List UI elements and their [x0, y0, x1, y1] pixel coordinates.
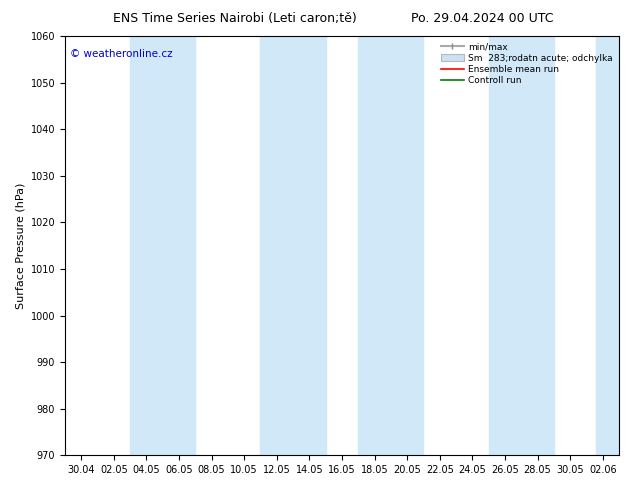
- Y-axis label: Surface Pressure (hPa): Surface Pressure (hPa): [15, 183, 25, 309]
- Text: ENS Time Series Nairobi (Leti caron;tě): ENS Time Series Nairobi (Leti caron;tě): [113, 12, 356, 25]
- Text: © weatheronline.cz: © weatheronline.cz: [70, 49, 173, 59]
- Bar: [358, 36, 424, 455]
- Bar: [130, 36, 195, 455]
- Text: Po. 29.04.2024 00 UTC: Po. 29.04.2024 00 UTC: [411, 12, 553, 25]
- Bar: [596, 36, 626, 455]
- Bar: [261, 36, 326, 455]
- Bar: [489, 36, 554, 455]
- Legend: min/max, Sm  283;rodatn acute; odchylka, Ensemble mean run, Controll run: min/max, Sm 283;rodatn acute; odchylka, …: [439, 41, 614, 87]
